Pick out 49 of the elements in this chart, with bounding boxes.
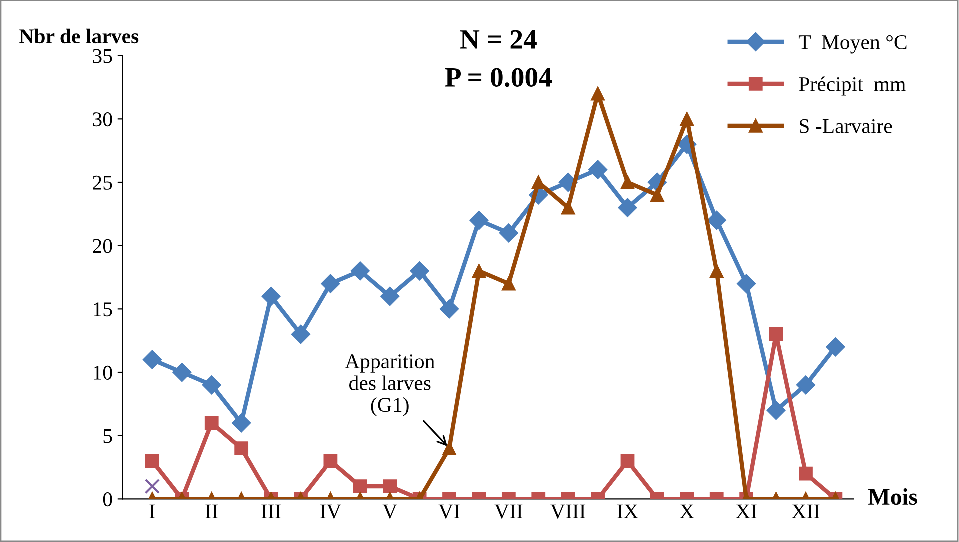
point (618, 198, 638, 218)
x-tick-label: II (206, 504, 218, 518)
y-tick-label: 10 (94, 366, 112, 380)
x-tick-label: VII (494, 504, 523, 519)
x-tick-label: IV (320, 504, 342, 519)
y-tick-label: 25 (93, 176, 112, 190)
x-tick-label: V (382, 504, 398, 519)
x-tick-label: I (150, 504, 156, 518)
y-tick-label: 0 (103, 492, 112, 507)
point (472, 264, 486, 278)
x-tick-label: X (680, 504, 694, 518)
annotation: Apparition des larves (G1) (345, 354, 435, 416)
point (588, 160, 608, 180)
x-tick-label: IX (618, 504, 638, 518)
point (410, 262, 430, 281)
point (262, 286, 281, 306)
y-tick-label: 20 (93, 239, 112, 254)
x-tick-label: VI (438, 504, 460, 519)
y-tick-label: 5 (104, 429, 112, 444)
point (710, 264, 724, 278)
point (380, 286, 400, 306)
y-axis-title: Nbr de larves (20, 28, 139, 44)
point (620, 176, 635, 190)
chart-subtitle: P = 0.004 (445, 68, 552, 88)
x-tick-label: VIII (550, 504, 586, 519)
point (502, 276, 516, 291)
point (440, 300, 460, 319)
x-tick-label: XII (792, 504, 820, 518)
legend-label: S -Larvaire (800, 119, 892, 134)
point (650, 188, 664, 202)
point (291, 324, 311, 344)
point (499, 224, 518, 243)
y-tick-label: 30 (93, 112, 112, 127)
chart-title: N = 24 (460, 30, 537, 49)
y-tick-label: 35 (93, 49, 112, 64)
x-axis-title: Mois (868, 488, 918, 506)
point (470, 210, 489, 230)
y-tick-label: 15 (94, 302, 112, 317)
legend-label: Précipit mm (799, 76, 906, 96)
point (680, 112, 694, 126)
point (561, 200, 576, 215)
x-tick-label: XI (736, 504, 757, 518)
point (769, 328, 784, 342)
x-tick-label: III (262, 504, 281, 518)
point (737, 274, 756, 294)
point (350, 262, 370, 281)
point (707, 210, 726, 230)
legend-label: T Moyen °C (798, 35, 907, 54)
point (321, 274, 340, 294)
